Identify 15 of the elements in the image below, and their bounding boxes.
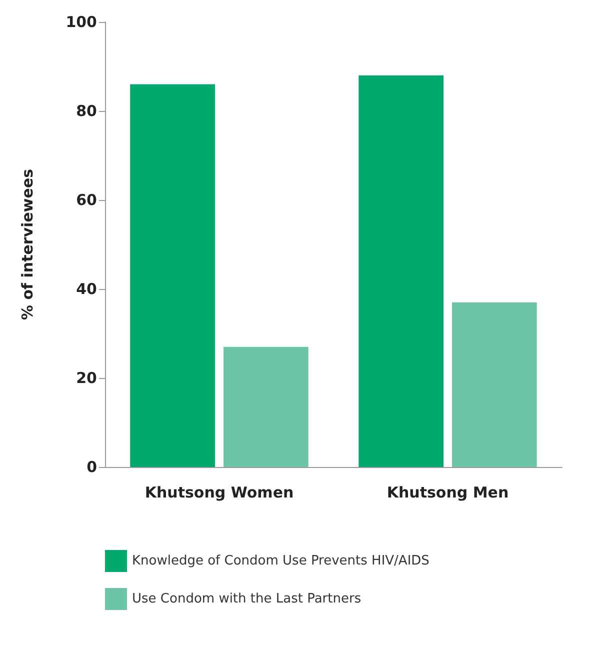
bar: [452, 302, 537, 467]
y-tick-label: 20: [76, 369, 97, 387]
y-tick-label: 60: [76, 191, 97, 209]
y-tick-label: 40: [76, 280, 97, 298]
x-tick-label: Khutsong Men: [386, 484, 509, 502]
legend-label: Use Condom with the Last Partners: [132, 592, 362, 606]
legend-label: Knowledge of Condom Use Prevents HIV/AIDS: [132, 554, 430, 568]
x-tick-label: Khutsong Women: [144, 484, 294, 502]
y-tick-label: 100: [66, 13, 97, 31]
bar: [358, 75, 444, 467]
y-tick-label: 0: [86, 458, 97, 476]
y-axis-title: % of interviewees: [18, 168, 36, 320]
bar: [223, 346, 308, 467]
y-tick-label: 80: [76, 102, 97, 120]
bar: [130, 84, 216, 467]
